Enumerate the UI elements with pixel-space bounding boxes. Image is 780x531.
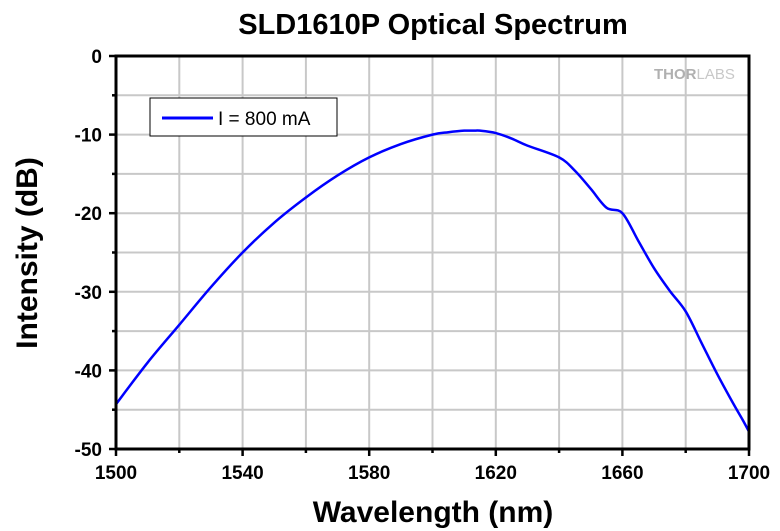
legend-label: I = 800 mA — [218, 109, 311, 130]
chart-title: SLD1610P Optical Spectrum — [238, 9, 628, 41]
watermark-bold: THOR — [654, 66, 697, 83]
y-tick-label: -30 — [75, 283, 102, 304]
series-line — [115, 129, 751, 433]
series-group — [115, 129, 751, 433]
y-tick-label: 0 — [91, 47, 102, 68]
watermark-light: LABS — [697, 66, 735, 83]
legend: I = 800 mA — [149, 97, 338, 137]
x-tick-label: 1580 — [348, 463, 390, 484]
y-tick-label: -40 — [75, 361, 102, 382]
x-tick-label: 1500 — [95, 463, 137, 484]
y-tick-label: -20 — [75, 204, 102, 225]
y-tick-label: -10 — [75, 126, 102, 147]
svg-text:THORLABS: THORLABS — [654, 66, 735, 83]
tick-labels: 1500 1540 1580 1620 1660 1700 0 -10 -20 -30 -40 -50 — [75, 47, 771, 484]
y-tick-label: -50 — [75, 440, 102, 461]
y-axis-label: Intensity (dB) — [11, 157, 44, 349]
thorlabs-watermark: THORLABS — [654, 66, 735, 83]
x-axis-label: Wavelength (nm) — [313, 496, 554, 529]
ticks — [109, 54, 751, 456]
x-tick-label: 1700 — [728, 463, 770, 484]
x-tick-label: 1620 — [475, 463, 517, 484]
x-tick-label: 1540 — [221, 463, 263, 484]
x-tick-label: 1660 — [601, 463, 643, 484]
